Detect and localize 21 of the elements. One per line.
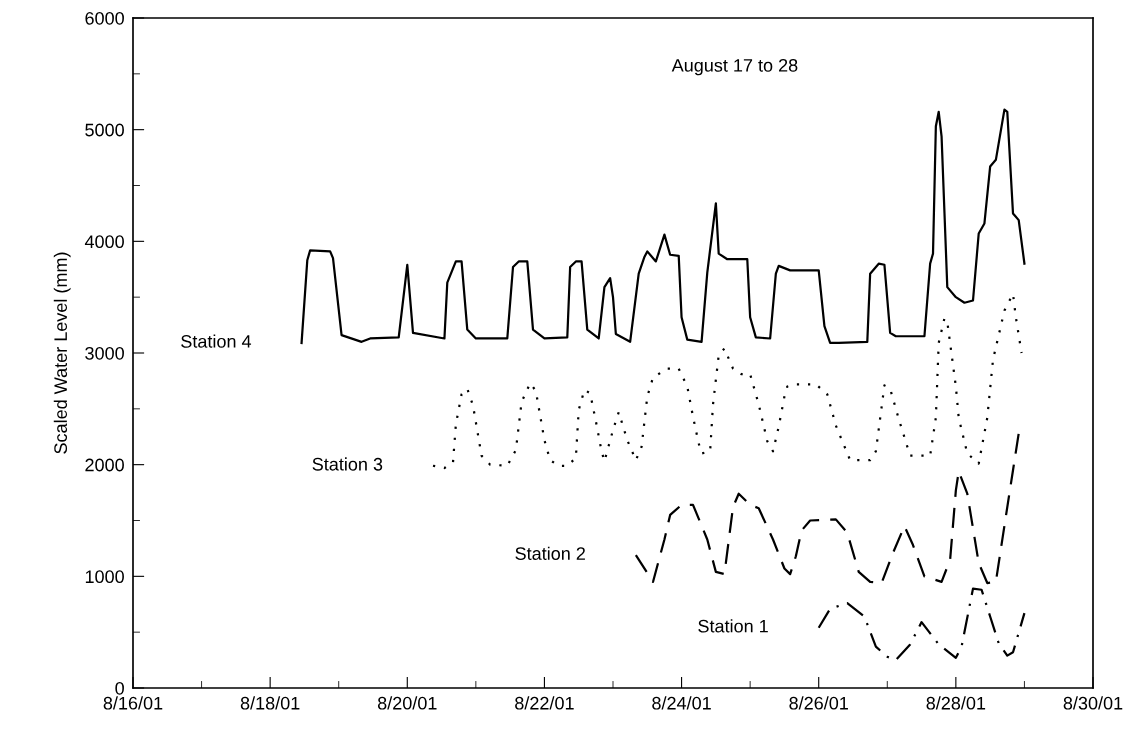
x-tick-label: 8/24/01 bbox=[652, 696, 711, 710]
x-tick-label: 8/26/01 bbox=[789, 696, 848, 710]
y-tick-label: 4000 bbox=[84, 235, 124, 249]
text: Station 4 bbox=[181, 334, 252, 348]
annotation: August 17 to 28 bbox=[671, 58, 798, 76]
y-tick-label: 2000 bbox=[85, 458, 124, 472]
text: Station 2 bbox=[515, 546, 585, 560]
x-tick-label: 8/20/01 bbox=[377, 696, 437, 710]
y-tick-label: 0 bbox=[115, 681, 124, 695]
y-tick-label: 1000 bbox=[85, 570, 124, 584]
y-tick-label: 5000 bbox=[85, 123, 124, 137]
y-tick-label: 6000 bbox=[85, 11, 124, 25]
x-tick-label: 8/22/01 bbox=[515, 696, 574, 710]
y-tick-label: 3000 bbox=[85, 346, 124, 360]
text: Station 1 bbox=[698, 619, 768, 633]
text: Station 3 bbox=[312, 457, 383, 471]
x-tick-label: 8/28/01 bbox=[926, 696, 986, 710]
x-tick-label: 8/18/01 bbox=[240, 696, 300, 710]
x-tick-label: 8/16/01 bbox=[103, 696, 163, 710]
x-tick-label: 8/30/01 bbox=[1063, 696, 1123, 710]
y-axis-title: Scaled Water Level (mm) bbox=[53, 252, 71, 454]
